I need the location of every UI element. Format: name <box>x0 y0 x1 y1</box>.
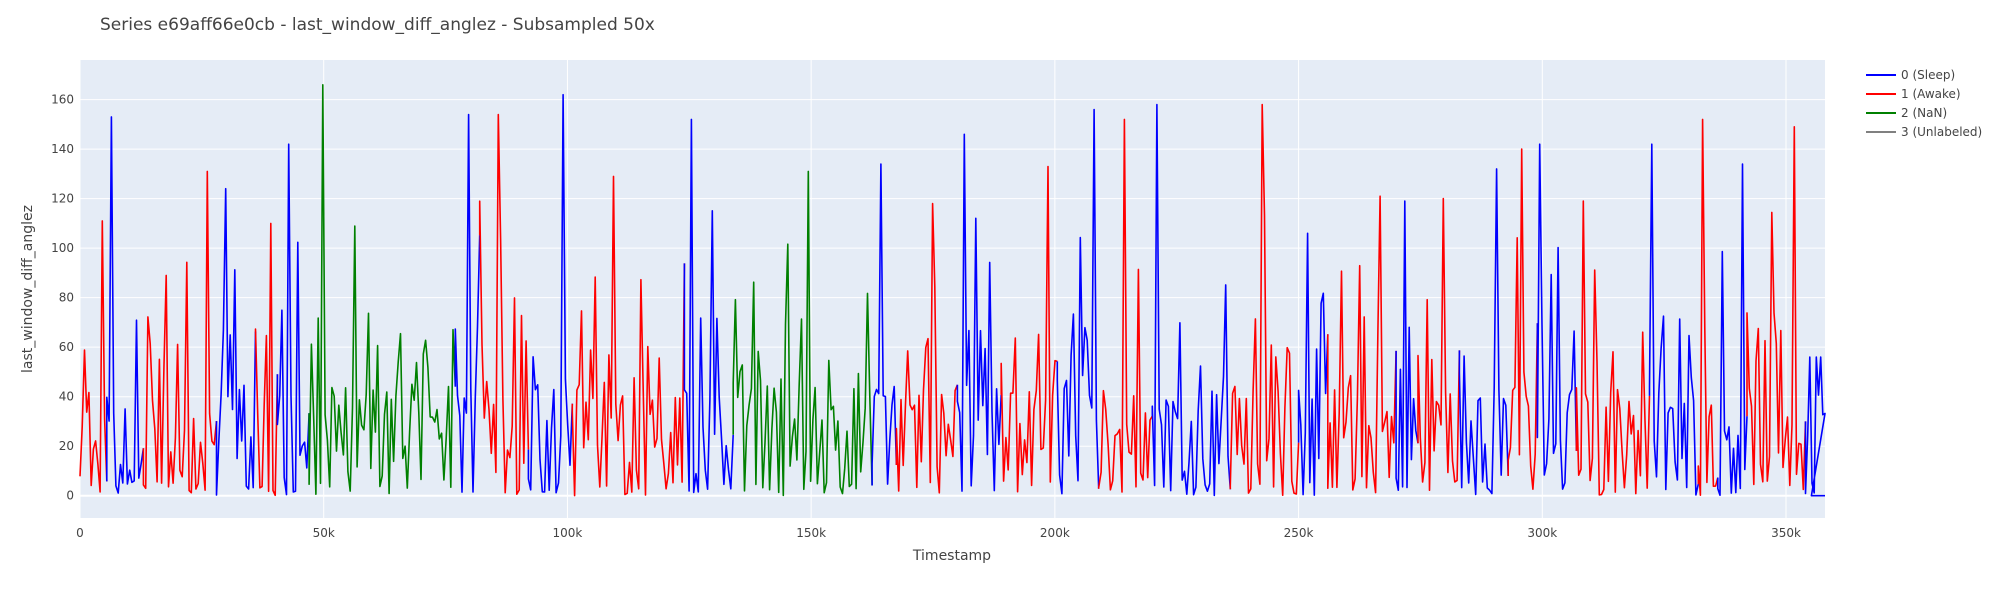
x-tick-label: 250k <box>1284 526 1314 540</box>
series-line-segment <box>871 163 898 486</box>
y-axis-title: last_window_diff_anglez <box>20 205 36 373</box>
x-tick-label: 200k <box>1040 526 1070 540</box>
legend-label-sleep: 0 (Sleep) <box>1901 68 1955 82</box>
series-line-segment <box>1395 200 1419 492</box>
series-line-segment <box>683 118 734 494</box>
legend-item-unlabeled[interactable]: 3 (Unlabeled) <box>1866 125 1982 139</box>
series-lines <box>79 84 1826 497</box>
series-line-segment <box>79 220 108 493</box>
legend-item-awake[interactable]: 1 (Awake) <box>1866 87 1961 101</box>
series-line-segment <box>106 116 145 494</box>
x-tick-label: 100k <box>553 526 583 540</box>
y-tick-label: 60 <box>59 340 74 354</box>
series-line-segment <box>732 170 873 497</box>
series-line-segment <box>308 84 457 496</box>
series-line-segment <box>1229 103 1300 497</box>
series-line-segment <box>1804 356 1826 497</box>
series-line-segment <box>1507 148 1539 491</box>
y-tick-label: 0 <box>66 489 74 503</box>
x-tick-label: 50k <box>313 526 335 540</box>
series-line-segment <box>1648 143 1700 496</box>
series-line-segment <box>1297 232 1329 496</box>
legend-item-sleep[interactable]: 0 (Sleep) <box>1866 68 1955 82</box>
legend-item-nan[interactable]: 2 (NaN) <box>1866 106 1947 120</box>
series-line-segment <box>1697 118 1719 497</box>
legend-label-nan: 2 (NaN) <box>1901 106 1947 120</box>
series-line-segment <box>1056 108 1100 495</box>
tick-labels: 0 20 40 60 80 100 120 140 160 0 50k 100k 150k 200k 250… <box>51 93 1801 540</box>
series-line-segment <box>895 202 959 494</box>
series-line-segment <box>478 113 530 496</box>
y-tick-label: 20 <box>59 439 74 453</box>
series-line-segment <box>215 187 257 496</box>
series-line-segment <box>1717 163 1748 497</box>
legend-label-unlabeled: 3 (Unlabeled) <box>1901 125 1982 139</box>
x-axis-title: Timestamp <box>912 548 991 564</box>
series-line-segment <box>956 133 1002 492</box>
grid-lines <box>79 60 1825 518</box>
series-line-segment <box>1536 143 1578 490</box>
y-tick-label: 140 <box>51 142 74 156</box>
series-line-segment <box>254 222 279 497</box>
y-tick-label: 120 <box>51 192 74 206</box>
y-tick-label: 100 <box>51 241 74 255</box>
series-line-segment <box>1097 118 1153 493</box>
series-line-segment <box>1575 200 1651 496</box>
y-tick-label: 80 <box>59 291 74 305</box>
chart-title: Series e69aff66e0cb - last_window_diff_a… <box>100 15 655 35</box>
series-line-segment <box>1151 103 1232 497</box>
series-line-segment <box>1327 195 1397 494</box>
x-tick-label: 300k <box>1527 526 1557 540</box>
x-tick-label: 350k <box>1771 526 1801 540</box>
y-tick-label: 40 <box>59 390 74 404</box>
y-tick-label: 160 <box>51 93 74 107</box>
series-line-segment <box>1000 165 1058 493</box>
legend[interactable]: 0 (Sleep) 1 (Awake) 2 (NaN) 3 (Unlabeled… <box>1866 68 1982 139</box>
series-line-segment <box>1417 197 1461 492</box>
x-tick-label: 0 <box>76 526 84 540</box>
series-line-segment <box>1746 126 1807 491</box>
series-line-segment <box>276 143 310 496</box>
series-line-segment <box>571 175 686 497</box>
series-line-segment <box>454 113 481 493</box>
x-tick-label: 150k <box>796 526 826 540</box>
legend-label-awake: 1 (Awake) <box>1901 87 1961 101</box>
series-line-segment <box>1458 168 1509 496</box>
series-line-segment <box>527 93 574 494</box>
series-line-segment <box>142 170 218 494</box>
